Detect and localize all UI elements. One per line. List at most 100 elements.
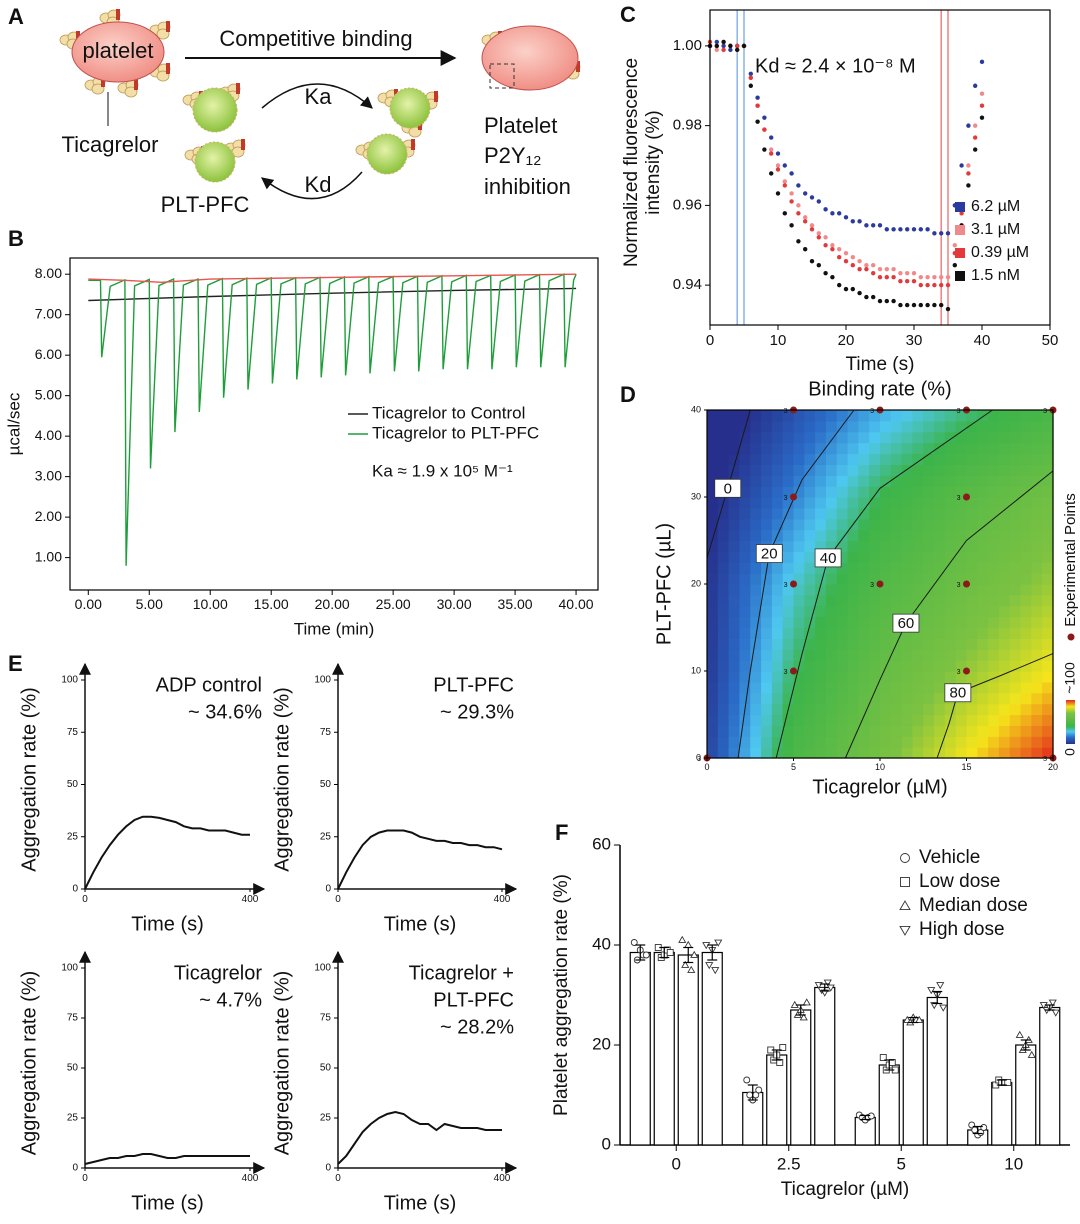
heat-cell	[1031, 627, 1043, 639]
heat-cell	[955, 431, 968, 444]
heat-cell	[944, 540, 957, 552]
data-point	[911, 302, 917, 308]
data-point	[762, 115, 767, 120]
point-label: 3	[784, 582, 788, 589]
heat-cell	[815, 681, 827, 694]
x-axis-label: Time (s)	[384, 1192, 457, 1214]
heat-cell	[912, 442, 924, 455]
heat-cell	[739, 475, 751, 487]
heat-cell	[1009, 627, 1022, 639]
bar	[701, 951, 723, 1146]
heat-cell	[836, 660, 849, 672]
heat-cell	[923, 681, 935, 694]
data-point	[939, 1004, 948, 1012]
data-point	[830, 211, 835, 216]
heat-cell	[1031, 747, 1043, 759]
chart-title: Binding rate (%)	[808, 378, 951, 400]
x-tick-label: 10	[875, 762, 885, 772]
heat-cell	[793, 725, 805, 737]
heat-cell	[944, 410, 957, 422]
heat-cell	[998, 747, 1011, 759]
heat-cell	[836, 410, 849, 422]
heat-cell	[815, 507, 827, 520]
y-tick-label: 25	[320, 1113, 332, 1124]
heat-cell	[782, 529, 795, 542]
bar	[814, 986, 836, 1146]
heat-cell	[1042, 747, 1054, 759]
heat-cell	[707, 671, 719, 683]
heat-cell	[836, 573, 849, 585]
heat-cell	[998, 486, 1011, 498]
heat-cell	[944, 431, 957, 444]
heat-cell	[804, 431, 816, 444]
data-point	[743, 1076, 751, 1084]
heat-cell	[901, 703, 914, 716]
heat-cell	[782, 627, 795, 639]
heat-cell	[998, 551, 1011, 563]
heat-cell	[836, 627, 849, 639]
data-point	[932, 282, 937, 288]
heat-cell	[1020, 681, 1032, 694]
heat-cell	[782, 681, 795, 694]
data-point	[1051, 1009, 1060, 1017]
heat-cell	[1031, 464, 1043, 476]
heat-cell	[825, 475, 838, 487]
heat-cell	[739, 442, 751, 455]
heat-cell	[815, 725, 827, 737]
heat-cell	[847, 594, 859, 607]
result-line: Platelet	[484, 113, 557, 138]
heat-cell	[988, 627, 1000, 639]
data-point	[687, 965, 696, 973]
heat-cell	[1009, 714, 1022, 726]
data-point	[932, 274, 937, 280]
data-point	[769, 135, 774, 140]
data-point	[891, 298, 896, 304]
data-point	[925, 302, 930, 308]
heat-cell	[1020, 616, 1032, 629]
heat-cell	[912, 464, 924, 476]
heat-cell	[804, 703, 816, 716]
point-label: 3	[957, 408, 961, 415]
heat-cell	[1031, 671, 1043, 683]
x-tick-label: 20	[1048, 762, 1058, 772]
heat-cell	[793, 747, 805, 759]
heat-cell	[923, 627, 935, 639]
heat-cell	[836, 736, 849, 748]
x-tick-label: 0	[82, 894, 88, 905]
data-point	[864, 294, 869, 300]
heat-cell	[977, 660, 989, 672]
heat-cell	[739, 714, 751, 726]
data-point	[966, 123, 971, 128]
heat-cell	[934, 518, 946, 531]
legend-label: Vehicle	[919, 847, 980, 868]
heat-cell	[890, 703, 903, 716]
heat-cell	[934, 638, 946, 650]
heat-cell	[988, 714, 1000, 726]
heat-cell	[1020, 420, 1032, 433]
data-point	[905, 227, 910, 232]
heat-cell	[793, 507, 805, 520]
heat-cell	[955, 649, 968, 661]
heat-cell	[771, 573, 784, 585]
heat-cell	[977, 431, 989, 444]
heat-cell	[998, 518, 1011, 531]
legend-label: Ticagrelor to Control	[372, 403, 525, 422]
heat-cell	[901, 638, 914, 650]
heat-cell	[771, 703, 784, 716]
heat-cell	[707, 431, 719, 444]
data-point	[1027, 1050, 1036, 1058]
heat-cell	[912, 529, 924, 542]
bar	[766, 1054, 788, 1146]
heat-cell	[728, 692, 741, 705]
heat-cell	[1009, 736, 1022, 748]
data-point	[775, 167, 781, 172]
heat-cell	[804, 671, 816, 683]
heat-cell	[912, 497, 924, 509]
heat-cell	[750, 605, 762, 618]
heat-cell	[815, 442, 827, 455]
heat-cell	[804, 475, 816, 487]
heat-cell	[858, 453, 870, 465]
heat-cell	[977, 725, 989, 737]
data-point	[925, 274, 930, 280]
kd-arrow	[261, 171, 363, 200]
